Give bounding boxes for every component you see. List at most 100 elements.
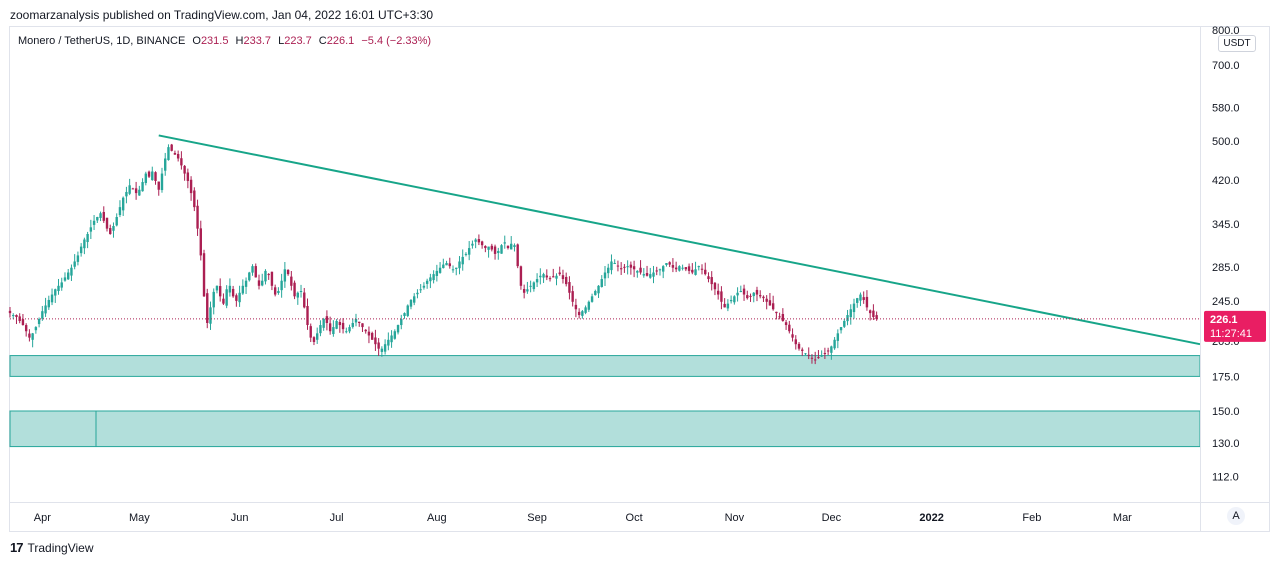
candle: [474, 238, 477, 249]
candle-body: [425, 280, 429, 284]
tradingview-logo-icon: 17: [10, 540, 24, 555]
candle-body: [270, 271, 274, 286]
candle: [277, 287, 280, 295]
candle: [697, 265, 700, 271]
candle: [448, 257, 451, 269]
candle-body: [370, 332, 374, 340]
candle: [442, 258, 445, 269]
candle: [332, 320, 335, 337]
candle-body: [684, 267, 688, 270]
candle: [176, 150, 180, 162]
candle-body: [8, 310, 12, 314]
candle: [254, 263, 257, 278]
candle-body: [752, 292, 755, 297]
candle-body: [121, 197, 125, 211]
candle-body: [215, 285, 219, 291]
auto-scale-button[interactable]: A: [1227, 507, 1245, 525]
candle: [202, 249, 206, 297]
candle-body: [306, 305, 309, 326]
candle-body: [817, 357, 820, 359]
candlestick-series: [8, 143, 878, 365]
candle-body: [649, 274, 652, 278]
candle: [147, 170, 151, 179]
candle: [830, 345, 833, 360]
candle: [801, 347, 804, 356]
candle: [804, 353, 807, 356]
candle-body: [875, 315, 878, 319]
candle: [425, 278, 429, 289]
candle: [626, 260, 629, 275]
candle: [694, 261, 697, 276]
candle: [545, 269, 548, 281]
candle: [820, 350, 823, 357]
candle-body: [173, 152, 177, 155]
candle: [125, 186, 128, 204]
candle-body: [865, 296, 869, 308]
candle: [235, 293, 238, 307]
candle-body: [532, 282, 536, 290]
candle: [79, 243, 83, 257]
change-value: −5.4 (−2.33%): [361, 35, 432, 47]
candle-body: [432, 274, 435, 281]
price-axis[interactable]: 800.0 700.0 580.0 500.0 420.0 345.0 285.0 245.0…: [1200, 25, 1240, 532]
candle: [846, 309, 849, 326]
candle-body: [293, 282, 296, 297]
candle: [771, 295, 775, 311]
candle: [681, 264, 684, 271]
candle-body: [500, 245, 503, 254]
candle: [67, 268, 70, 280]
candle: [455, 267, 458, 276]
candle-body: [652, 272, 655, 277]
candle: [497, 247, 500, 260]
candle-body: [746, 295, 749, 299]
candle-body: [771, 303, 775, 310]
candle: [542, 272, 545, 283]
candle: [788, 320, 791, 334]
candle: [212, 288, 215, 315]
candle-body: [610, 261, 613, 271]
currency-badge[interactable]: USDT: [1218, 35, 1256, 52]
candle-body: [490, 245, 494, 250]
candle: [645, 265, 649, 277]
candle-body: [587, 301, 591, 310]
time-axis[interactable]: Apr May Jun Jul Aug Sep Oct Nov Dec 2022 Feb Mar: [10, 502, 1270, 525]
candle-body: [775, 311, 778, 314]
candle-body: [73, 261, 76, 267]
candle-body: [535, 279, 539, 283]
candle: [206, 288, 209, 329]
candle: [115, 213, 118, 227]
candle-body: [662, 266, 665, 272]
candle: [189, 176, 193, 201]
candle: [746, 290, 749, 300]
candle: [118, 200, 122, 218]
candle: [467, 241, 471, 261]
candle-body: [228, 285, 232, 293]
candle-body: [115, 216, 118, 226]
candle-body: [723, 303, 726, 308]
candle-body: [445, 263, 448, 266]
candle-body: [361, 323, 364, 328]
candle: [354, 313, 358, 327]
candle: [852, 298, 856, 319]
candle-body: [416, 292, 419, 295]
candle: [358, 321, 361, 327]
candle-body: [438, 267, 442, 273]
trendline[interactable]: [158, 134, 1201, 346]
candle-body: [872, 310, 875, 318]
candle-body: [461, 256, 464, 265]
candle-body: [167, 147, 170, 161]
candle-body: [183, 165, 186, 174]
candle: [726, 299, 730, 312]
candle-body: [280, 280, 283, 291]
candle: [532, 281, 536, 292]
candle-body: [577, 311, 581, 316]
candle-body: [497, 250, 500, 254]
candle: [396, 324, 400, 335]
candle: [619, 262, 623, 275]
candle: [674, 261, 678, 273]
candle: [393, 329, 397, 340]
candle-body: [442, 264, 445, 269]
candle-body: [645, 273, 649, 276]
candle: [28, 329, 31, 342]
